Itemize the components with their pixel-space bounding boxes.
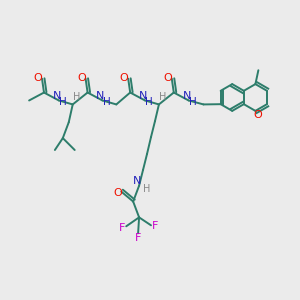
Text: H: H [159, 92, 167, 103]
Text: H: H [103, 98, 110, 107]
Text: F: F [119, 223, 125, 233]
Text: H: H [189, 98, 196, 107]
Text: N: N [53, 91, 61, 100]
Text: N: N [133, 176, 141, 186]
Text: O: O [120, 73, 129, 83]
Text: H: H [73, 92, 80, 103]
Text: O: O [113, 188, 122, 198]
Text: N: N [139, 91, 147, 100]
Text: O: O [34, 73, 42, 83]
Text: H: H [143, 184, 151, 194]
Text: O: O [164, 73, 172, 83]
Text: N: N [182, 91, 191, 100]
Text: N: N [96, 91, 105, 100]
Text: F: F [152, 221, 158, 231]
Text: H: H [145, 98, 153, 107]
Text: F: F [135, 233, 141, 243]
Text: O: O [77, 73, 86, 83]
Text: H: H [59, 98, 67, 107]
Text: O: O [253, 110, 262, 120]
